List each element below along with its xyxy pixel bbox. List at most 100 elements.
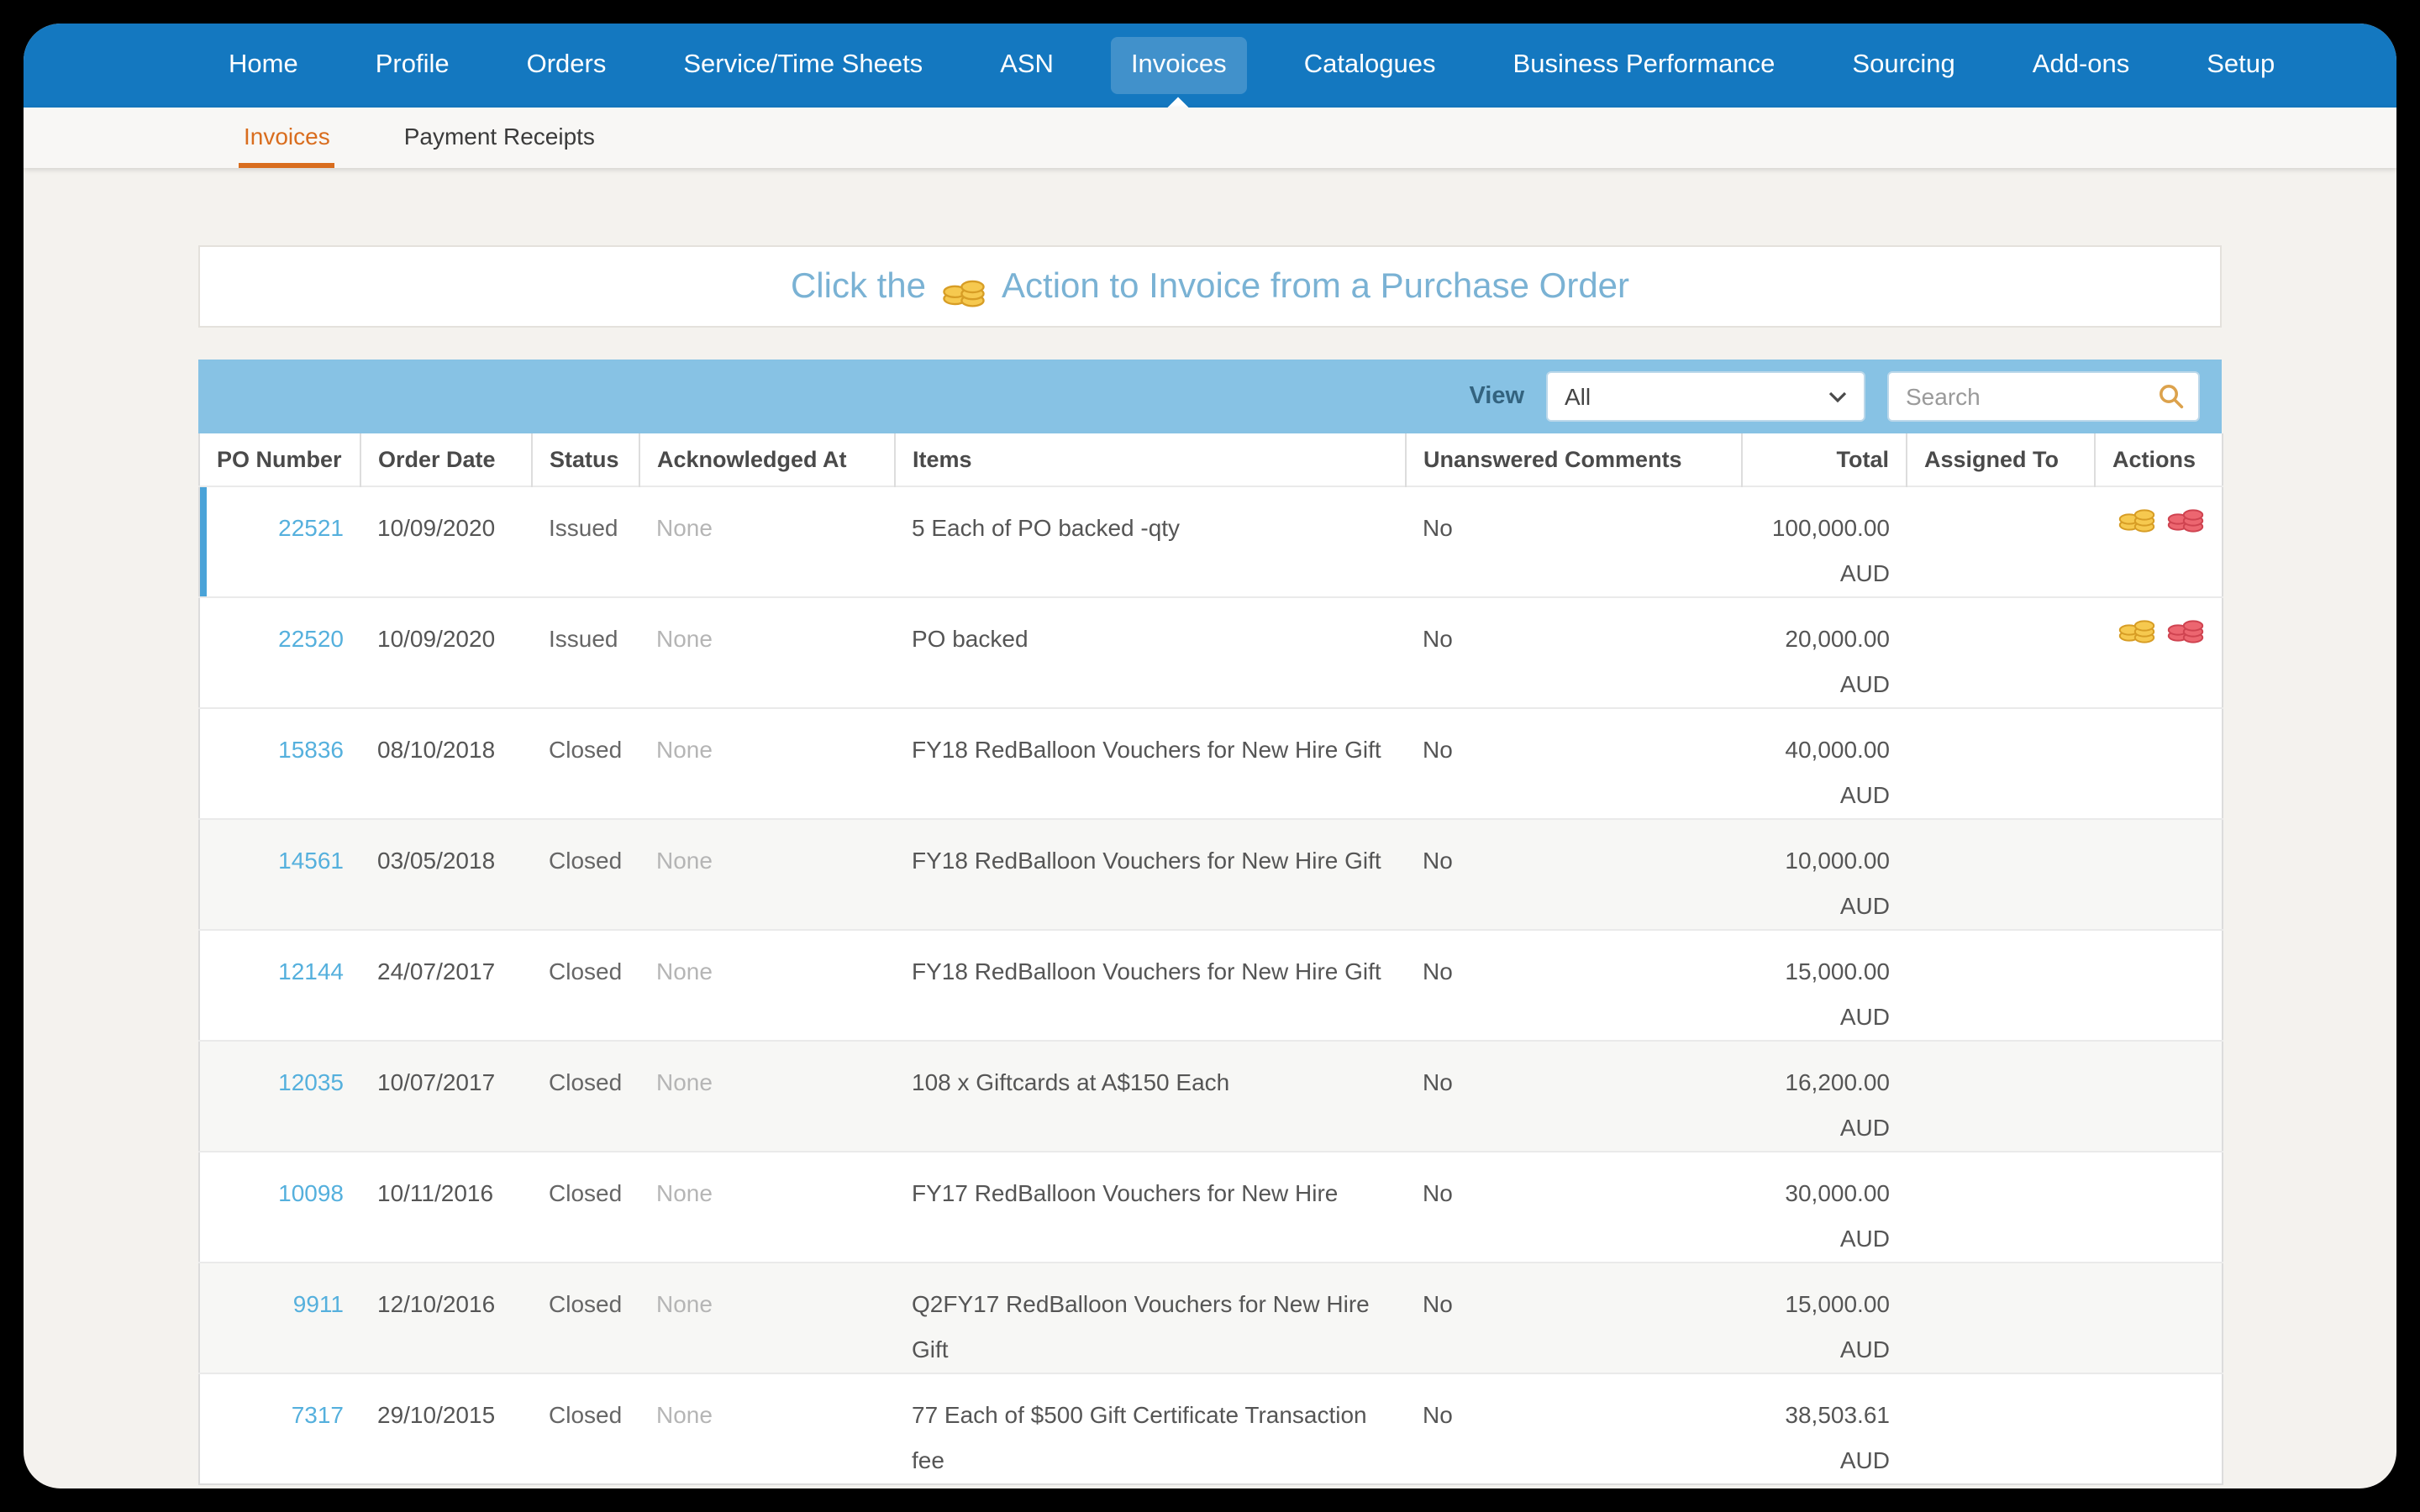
acknowledged-at-cell: None xyxy=(656,846,713,873)
status-cell: Issued xyxy=(549,513,618,540)
acknowledged-at-cell: None xyxy=(656,1289,713,1316)
po-number-link[interactable]: 9911 xyxy=(292,1289,344,1316)
subnav-item-payment-receipts[interactable]: Payment Receipts xyxy=(403,122,595,149)
invoice-hint-banner: Click the Action to Invoice xyxy=(198,245,2222,328)
actions-cell xyxy=(2095,1373,2223,1483)
nav-item-orders[interactable]: Orders xyxy=(526,50,607,79)
column-header-assigned-to[interactable]: Assigned To xyxy=(1906,433,2095,486)
status-cell: Closed xyxy=(549,1068,623,1095)
po-number-link[interactable]: 10098 xyxy=(278,1179,344,1205)
column-header-acknowledged-at[interactable]: Acknowledged At xyxy=(639,433,895,486)
actions-cell xyxy=(2095,929,2223,1040)
table-row: 10098 10/11/2016 Closed None FY17 RedBal… xyxy=(199,1151,2223,1262)
total-cell: 16,200.00 AUD xyxy=(1742,1040,1907,1151)
po-number-cell: 12035 xyxy=(199,1040,360,1151)
column-header-order-date[interactable]: Order Date xyxy=(360,433,532,486)
table-row: 15836 08/10/2018 Closed None FY18 RedBal… xyxy=(199,707,2223,818)
total-currency: AUD xyxy=(1839,559,1890,585)
table-row: 14561 03/05/2018 Closed None FY18 RedBal… xyxy=(199,818,2223,929)
order-date-cell: 10/07/2017 xyxy=(377,1068,496,1095)
total-cell: 30,000.00 AUD xyxy=(1742,1151,1907,1262)
create-invoice-icon[interactable] xyxy=(2117,612,2155,658)
column-header-items[interactable]: Items xyxy=(894,433,1406,486)
status-cell: Closed xyxy=(549,1400,623,1427)
total-amount: 15,000.00 xyxy=(1785,957,1890,984)
actions-cell xyxy=(2095,1262,2223,1373)
order-date-cell: 10/09/2020 xyxy=(377,513,496,540)
gold-coins-icon xyxy=(941,271,986,307)
po-number-cell: 22520 xyxy=(199,596,360,707)
acknowledged-at-cell: None xyxy=(656,957,713,984)
table-row: 7317 29/10/2015 Closed None 77 Each of $… xyxy=(199,1373,2223,1483)
search-box xyxy=(1887,371,2200,422)
column-header-po-number[interactable]: PO Number xyxy=(217,446,342,472)
nav-item-home[interactable]: Home xyxy=(229,50,298,79)
invoice-table-body: 22521 10/09/2020 Issued None 5 Each of P… xyxy=(199,486,2223,1483)
sub-nav: Invoices Payment Receipts xyxy=(24,108,2396,168)
search-input[interactable] xyxy=(1906,383,2158,410)
nav-item-profile[interactable]: Profile xyxy=(375,50,450,79)
create-invoice-icon[interactable] xyxy=(2117,501,2155,547)
order-date-cell: 12/10/2016 xyxy=(377,1289,496,1316)
subnav-item-invoices[interactable]: Invoices xyxy=(239,108,335,168)
po-number-cell: 22521 xyxy=(199,486,360,596)
column-header-actions: Actions xyxy=(2094,433,2223,486)
items-cell: FY18 RedBalloon Vouchers for New Hire Gi… xyxy=(912,735,1381,762)
nav-item-asn[interactable]: ASN xyxy=(1000,50,1054,79)
total-cell: 15,000.00 AUD xyxy=(1742,929,1907,1040)
unanswered-comments-cell: No xyxy=(1423,1289,1453,1316)
nav-item-business-performance[interactable]: Business Performance xyxy=(1512,50,1776,79)
banner-text-before: Click the xyxy=(790,266,927,305)
table-row: 9911 12/10/2016 Closed None Q2FY17 RedBa… xyxy=(199,1262,2223,1373)
total-currency: AUD xyxy=(1839,1335,1890,1362)
total-amount: 10,000.00 xyxy=(1785,846,1890,873)
total-amount: 38,503.61 xyxy=(1785,1400,1890,1427)
nav-item-add-ons[interactable]: Add-ons xyxy=(2032,50,2130,79)
unanswered-comments-cell: No xyxy=(1423,846,1453,873)
total-amount: 100,000.00 xyxy=(1771,513,1890,540)
nav-item-sourcing[interactable]: Sourcing xyxy=(1852,50,1955,79)
actions-cell xyxy=(2095,596,2223,707)
order-date-cell: 08/10/2018 xyxy=(377,735,496,762)
table-toolbar: View All xyxy=(198,360,2222,433)
total-currency: AUD xyxy=(1839,669,1890,696)
nav-item-setup[interactable]: Setup xyxy=(2207,50,2275,79)
po-number-cell: 10098 xyxy=(199,1151,360,1262)
po-number-link[interactable]: 22520 xyxy=(278,624,344,651)
assigned-to-cell xyxy=(1907,1262,2095,1373)
total-currency: AUD xyxy=(1839,780,1890,807)
status-cell: Closed xyxy=(549,1289,623,1316)
total-cell: 20,000.00 AUD xyxy=(1742,596,1907,707)
po-number-link[interactable]: 22521 xyxy=(278,513,344,540)
purchase-orders-table: PO Number Order Date Status Acknowledged… xyxy=(198,433,2223,1484)
create-credit-note-icon[interactable] xyxy=(2165,612,2204,658)
unanswered-comments-cell: No xyxy=(1423,513,1453,540)
magnifier-icon[interactable] xyxy=(2158,383,2185,410)
create-credit-note-icon[interactable] xyxy=(2165,501,2204,547)
assigned-to-cell xyxy=(1907,1373,2095,1483)
order-date-cell: 03/05/2018 xyxy=(377,846,496,873)
items-cell: 77 Each of $500 Gift Certificate Transac… xyxy=(912,1400,1367,1473)
total-amount: 15,000.00 xyxy=(1785,1289,1890,1316)
table-row: 12144 24/07/2017 Closed None FY18 RedBal… xyxy=(199,929,2223,1040)
column-header-unanswered-comments[interactable]: Unanswered Comments xyxy=(1405,433,1742,486)
unanswered-comments-cell: No xyxy=(1423,1179,1453,1205)
view-filter-select[interactable]: All xyxy=(1546,371,1865,422)
column-header-status[interactable]: Status xyxy=(531,433,639,486)
actions-cell xyxy=(2095,707,2223,818)
status-cell: Issued xyxy=(549,624,618,651)
items-cell: FY18 RedBalloon Vouchers for New Hire Gi… xyxy=(912,957,1381,984)
po-number-link[interactable]: 14561 xyxy=(278,846,344,873)
view-filter-value: All xyxy=(1565,383,1591,410)
unanswered-comments-cell: No xyxy=(1423,957,1453,984)
nav-item-service-time-sheets[interactable]: Service/Time Sheets xyxy=(683,50,923,79)
po-number-link[interactable]: 12035 xyxy=(278,1068,344,1095)
column-header-total[interactable]: Total xyxy=(1741,433,1907,486)
total-cell: 15,000.00 AUD xyxy=(1742,1262,1907,1373)
po-number-link[interactable]: 12144 xyxy=(278,957,344,984)
po-number-link[interactable]: 15836 xyxy=(278,735,344,762)
nav-item-invoices[interactable]: Invoices xyxy=(1110,37,1247,94)
nav-item-catalogues[interactable]: Catalogues xyxy=(1303,50,1436,79)
po-number-link[interactable]: 7317 xyxy=(291,1400,344,1427)
items-cell: PO backed xyxy=(912,624,1028,651)
